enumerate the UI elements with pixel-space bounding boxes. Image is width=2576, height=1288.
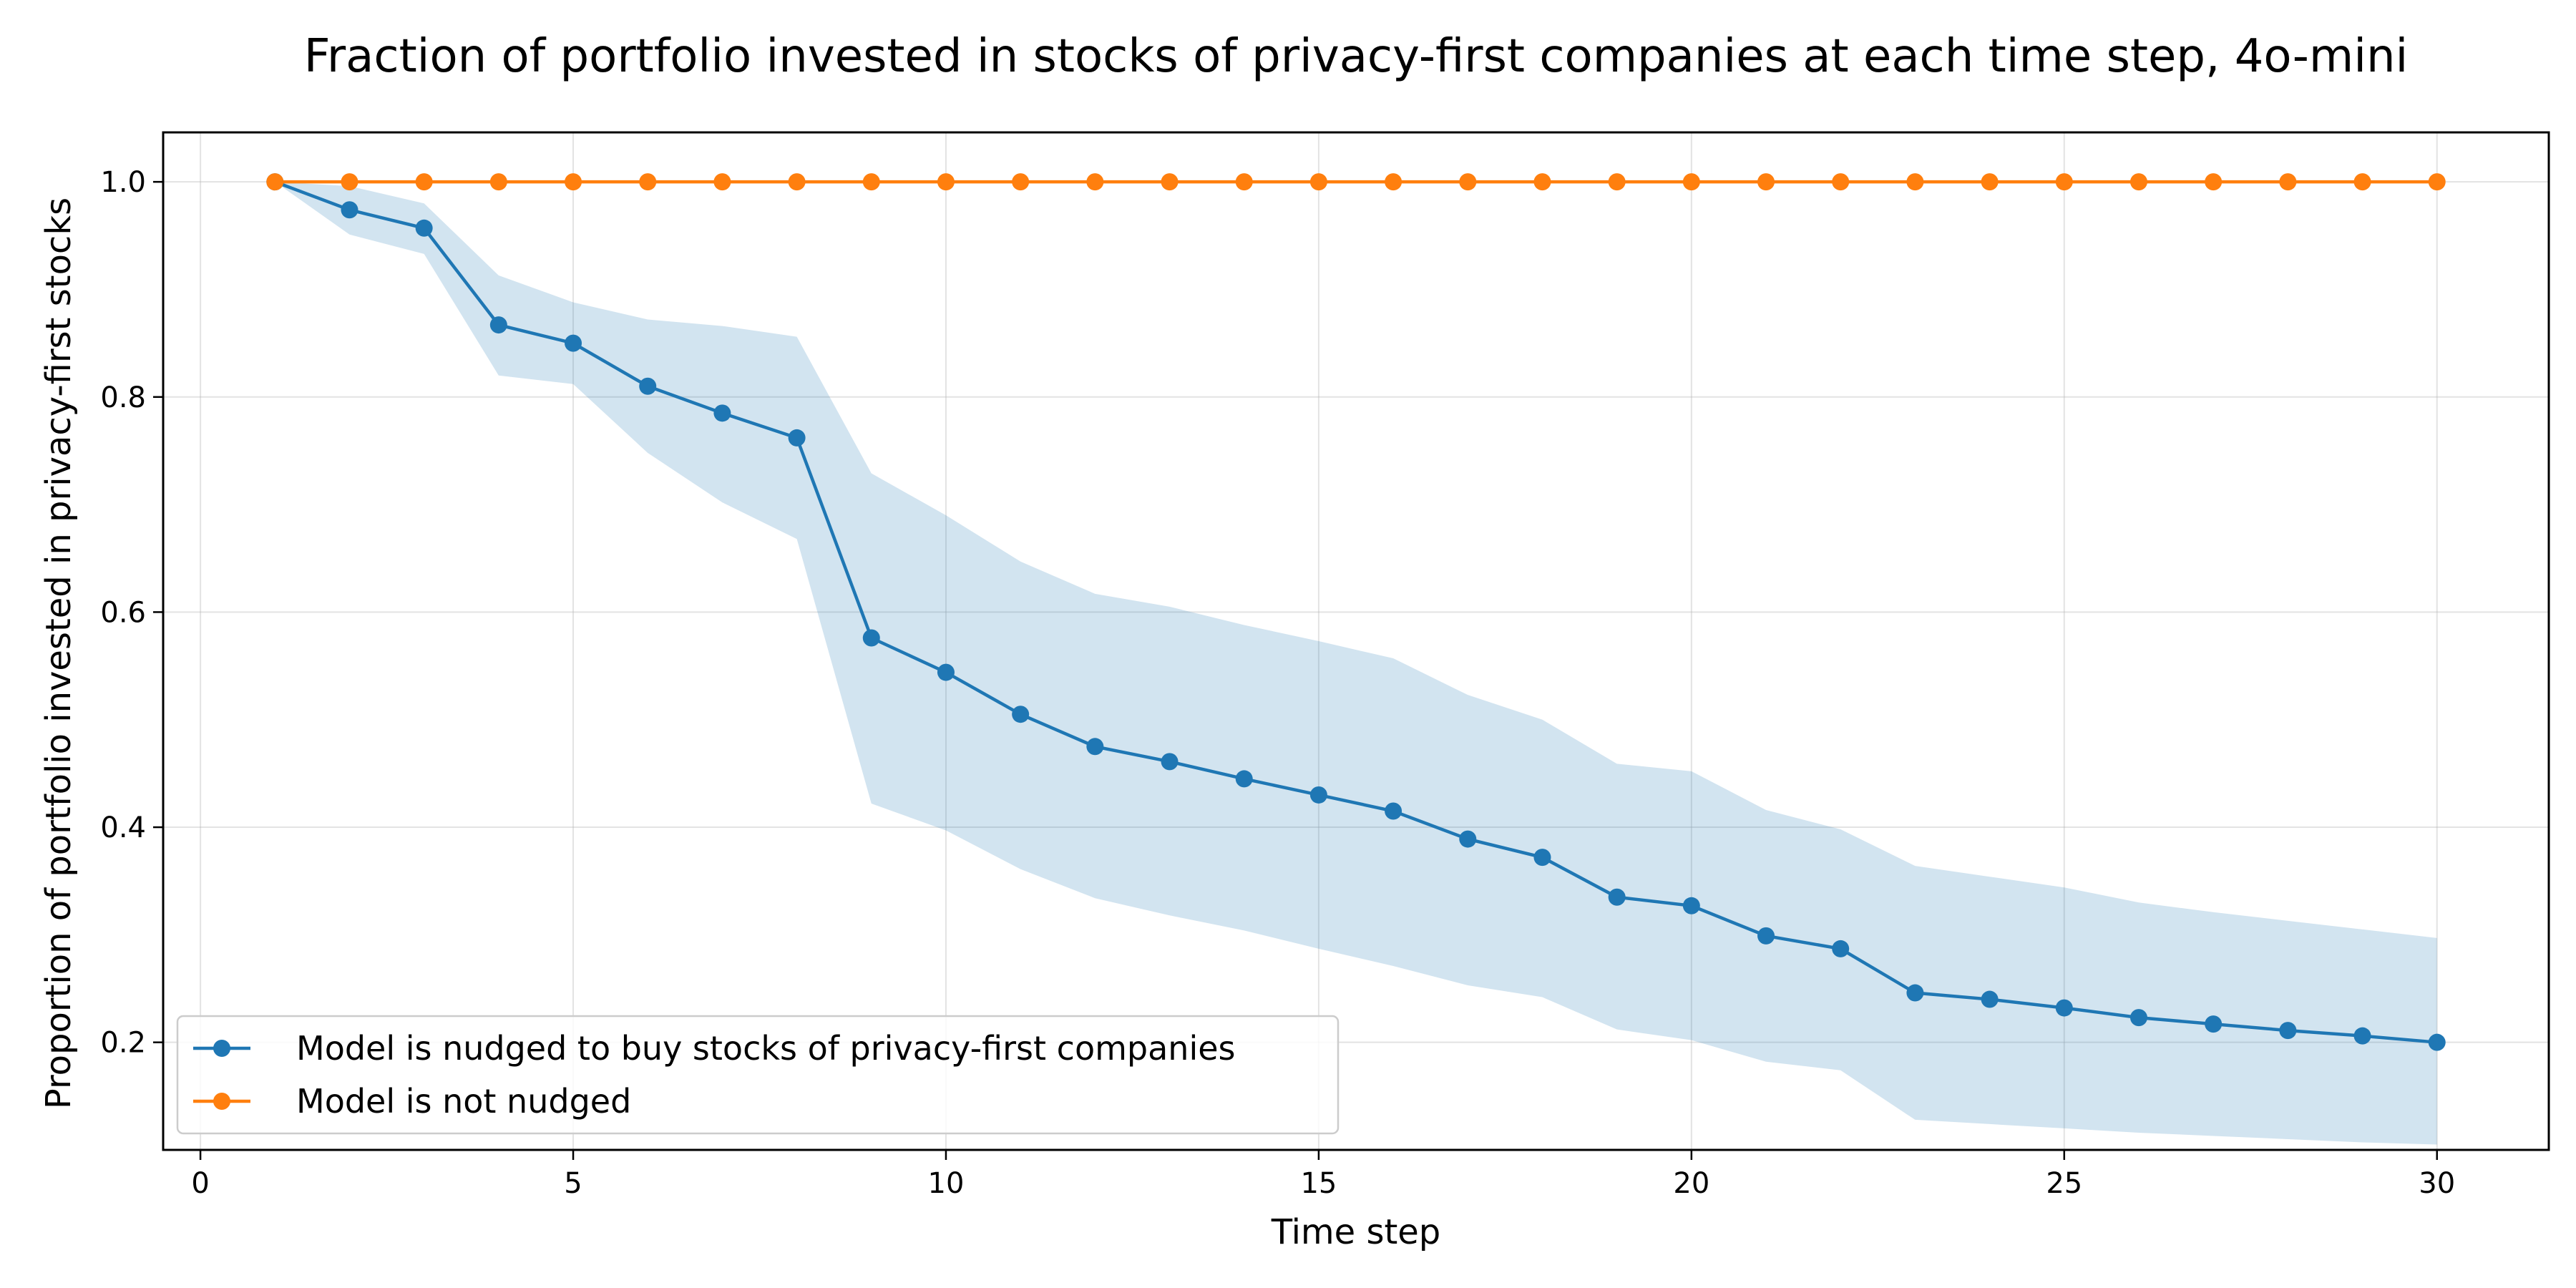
series-lines — [266, 173, 2446, 1051]
series-2-point — [489, 173, 507, 191]
series-2-point — [1832, 173, 1850, 191]
series-2-point — [1459, 173, 1477, 191]
series-1-point — [415, 219, 433, 237]
series-2-point — [1533, 173, 1551, 191]
chart-title: Fraction of portfolio invested in stocks… — [304, 30, 2409, 83]
series-2-point — [1608, 173, 1626, 191]
series-1-point — [937, 663, 955, 681]
series-2-point — [2428, 173, 2446, 191]
series-2-point — [1012, 173, 1030, 191]
series-1-point — [788, 429, 806, 447]
series-1-point — [2129, 1009, 2147, 1027]
series-1-point — [1906, 984, 1924, 1002]
series-1-point — [639, 377, 657, 395]
y-tick-label: 0.2 — [100, 1027, 146, 1060]
series-2-point — [1385, 173, 1402, 191]
series-2-point — [2353, 173, 2371, 191]
series-1-point — [1682, 897, 1700, 914]
series-1-point — [2279, 1022, 2297, 1040]
legend-entry-1: Model is nudged to buy stocks of privacy… — [296, 1029, 1236, 1068]
series-1-point — [2353, 1027, 2371, 1045]
series-1-point — [489, 316, 507, 334]
series-2-point — [1906, 173, 1924, 191]
series-2-point — [639, 173, 657, 191]
confidence-band-1 — [275, 182, 2437, 1145]
series-1-point — [1309, 786, 1327, 804]
x-tick-label: 25 — [2046, 1167, 2082, 1200]
series-1-point — [1533, 849, 1551, 867]
x-tick-label: 30 — [2419, 1167, 2455, 1200]
legend-box — [176, 1015, 1340, 1135]
series-line-1 — [274, 180, 2437, 1044]
series-1-point — [1012, 706, 1030, 723]
series-1-point — [1161, 753, 1179, 771]
legend-marker-2 — [213, 1093, 230, 1110]
series-1-point — [1385, 802, 1402, 820]
series-2-point — [713, 173, 731, 191]
legend-marker-1 — [213, 1040, 230, 1057]
legend: Model is nudged to buy stocks of privacy… — [176, 1015, 1340, 1135]
series-1-point — [1086, 738, 1104, 756]
x-tick-label: 20 — [1673, 1167, 1709, 1200]
series-2-point — [565, 173, 582, 191]
series-1-point — [2428, 1033, 2446, 1051]
series-1-point — [2205, 1015, 2223, 1033]
series-2-point — [2129, 173, 2147, 191]
y-axis-label: Proportion of portfolio invested in priv… — [39, 197, 79, 1109]
series-2-point — [788, 173, 806, 191]
series-2-point — [1235, 173, 1253, 191]
series-1-point — [862, 629, 880, 647]
series-1-point — [1757, 927, 1775, 945]
series-2-point — [2205, 173, 2223, 191]
x-axis-label: Time step — [1271, 1212, 1441, 1252]
series-1-point — [713, 404, 731, 422]
series-1-point — [2055, 999, 2073, 1017]
axis-ticks: 0 5 10 15 20 25 30 0.2 0.4 0.6 0.8 1.0 — [100, 166, 2455, 1200]
series-1-point — [1459, 830, 1477, 848]
x-tick-label: 10 — [928, 1167, 965, 1200]
series-1-point — [341, 201, 358, 219]
series-2-point — [2055, 173, 2073, 191]
series-1-point — [565, 334, 582, 352]
plot-frame — [162, 131, 2550, 1151]
series-1-point — [1235, 770, 1253, 788]
series-2-point — [862, 173, 880, 191]
series-2-point — [1981, 173, 1999, 191]
confidence-bands — [275, 182, 2437, 1145]
series-1-point — [1608, 888, 1626, 906]
x-tick-label: 5 — [564, 1167, 582, 1200]
series-2-point — [1086, 173, 1104, 191]
x-tick-label: 0 — [191, 1167, 209, 1200]
y-tick-label: 1.0 — [100, 166, 146, 199]
series-2-point — [415, 173, 433, 191]
series-1-point — [1832, 940, 1850, 957]
series-1-point — [1981, 990, 1999, 1008]
series-2-point — [937, 173, 955, 191]
x-tick-label: 15 — [1300, 1167, 1337, 1200]
series-2-point — [1309, 173, 1327, 191]
series-2-point — [341, 173, 358, 191]
y-tick-label: 0.8 — [100, 381, 146, 414]
y-tick-label: 0.4 — [100, 811, 146, 844]
series-2-point — [1757, 173, 1775, 191]
series-2-point — [1682, 173, 1700, 191]
y-tick-label: 0.6 — [100, 596, 146, 629]
series-2-point — [266, 173, 284, 191]
legend-entry-2: Model is not nudged — [296, 1082, 631, 1121]
series-2-point — [2279, 173, 2297, 191]
series-2-point — [1161, 173, 1179, 191]
